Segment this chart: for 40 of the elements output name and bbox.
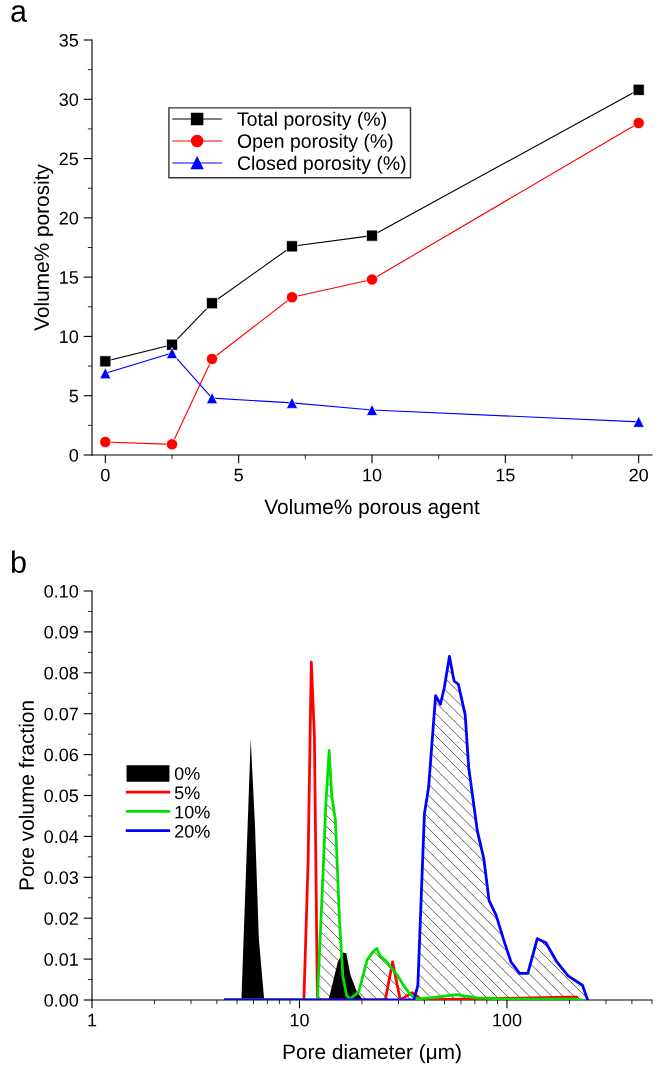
x-tick-label: 10 [363,468,382,482]
legend-label: Closed porosity (%) [237,155,406,174]
y-tick-label: 15 [60,271,79,284]
y-tick-label: 0.06 [44,748,79,762]
y-tick-label: 10 [60,330,79,344]
chart-title: a [11,5,27,22]
y-tick-label: 35 [59,33,79,47]
y-tick-label: 0.05 [44,789,79,803]
y-tick-label: 0.03 [44,871,79,885]
y-tick-label: 0.04 [44,830,79,844]
y-tick-label: 0.02 [44,912,78,925]
x-tick-label: 15 [496,468,515,482]
legend-label: Open porosity (%) [237,133,393,152]
x-tick-label: 0 [101,468,110,482]
y-tick-label: 0.08 [44,666,79,680]
x-axis-title: Volume% porous agent [264,498,480,519]
legend-label: 5% [174,786,200,800]
x-tick-label: 20 [629,468,648,482]
y-tick-label: 0.07 [44,707,78,721]
legend-label: 20% [175,824,210,838]
y-tick-label: 0 [69,448,79,462]
y-tick-label: 20 [59,211,79,225]
legend-label: 10% [175,805,210,819]
y-tick-label: 0.10 [44,584,79,598]
x-axis-title: Pore diameter (μm) [283,1043,461,1064]
x-tick-label: 1 [88,1013,97,1027]
x-tick-label: 100 [493,1013,522,1027]
y-axis-title: Pore volume fraction [18,701,34,890]
y-axis-title: Volume% porosity [33,164,54,331]
y-tick-label: 25 [59,152,79,166]
legend-label: 0% [174,767,200,780]
x-tick-label: 10 [290,1013,309,1027]
y-tick-label: 5 [69,389,79,403]
y-tick-label: 0.01 [44,953,78,966]
chart-title: b [11,550,26,573]
y-tick-label: 0.00 [44,993,79,1007]
y-tick-label: 30 [59,93,79,107]
legend-label: Total porosity (%) [237,111,386,130]
x-tick-label: 5 [234,468,243,482]
y-tick-label: 0.09 [44,625,78,639]
